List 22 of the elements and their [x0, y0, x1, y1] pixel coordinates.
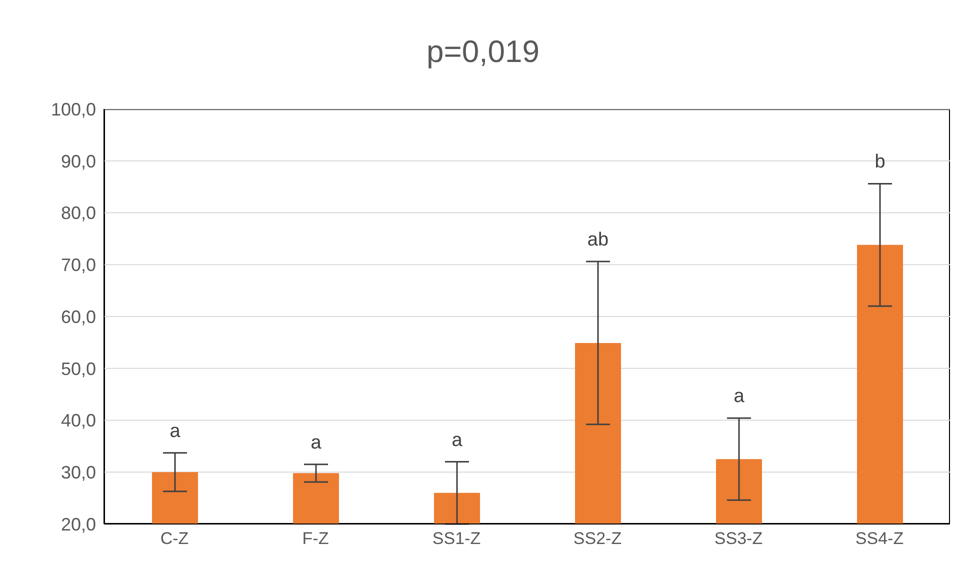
y-tick-label: 30,0 [60, 462, 96, 483]
x-tick-label: F-Z [302, 529, 329, 548]
x-tick-label: SS2-Z [573, 529, 622, 548]
annotation: a [734, 386, 745, 408]
x-tick-label: C-Z [160, 529, 189, 548]
y-tick-label: 40,0 [60, 410, 96, 431]
y-tick-label: 50,0 [60, 358, 96, 379]
x-tick-label: SS1-Z [432, 529, 481, 548]
x-tick-label: SS4-Z [855, 529, 904, 548]
annotation: ab [587, 230, 609, 251]
y-tick-label: 20,0 [60, 514, 96, 534]
y-tick-label: 90,0 [60, 151, 96, 172]
annotation: a [452, 430, 463, 451]
annotation: a [170, 420, 181, 442]
annotation: b [874, 152, 886, 173]
y-tick-label: 80,0 [60, 203, 96, 224]
x-tick-label: SS3-Z [714, 529, 763, 548]
y-tick-label: 60,0 [60, 306, 96, 327]
annotation: a [310, 432, 322, 454]
chart-title: p=0,019 [426, 34, 540, 70]
y-tick-label: 100,0 [50, 99, 96, 120]
y-tick-label: 70,0 [60, 255, 96, 276]
